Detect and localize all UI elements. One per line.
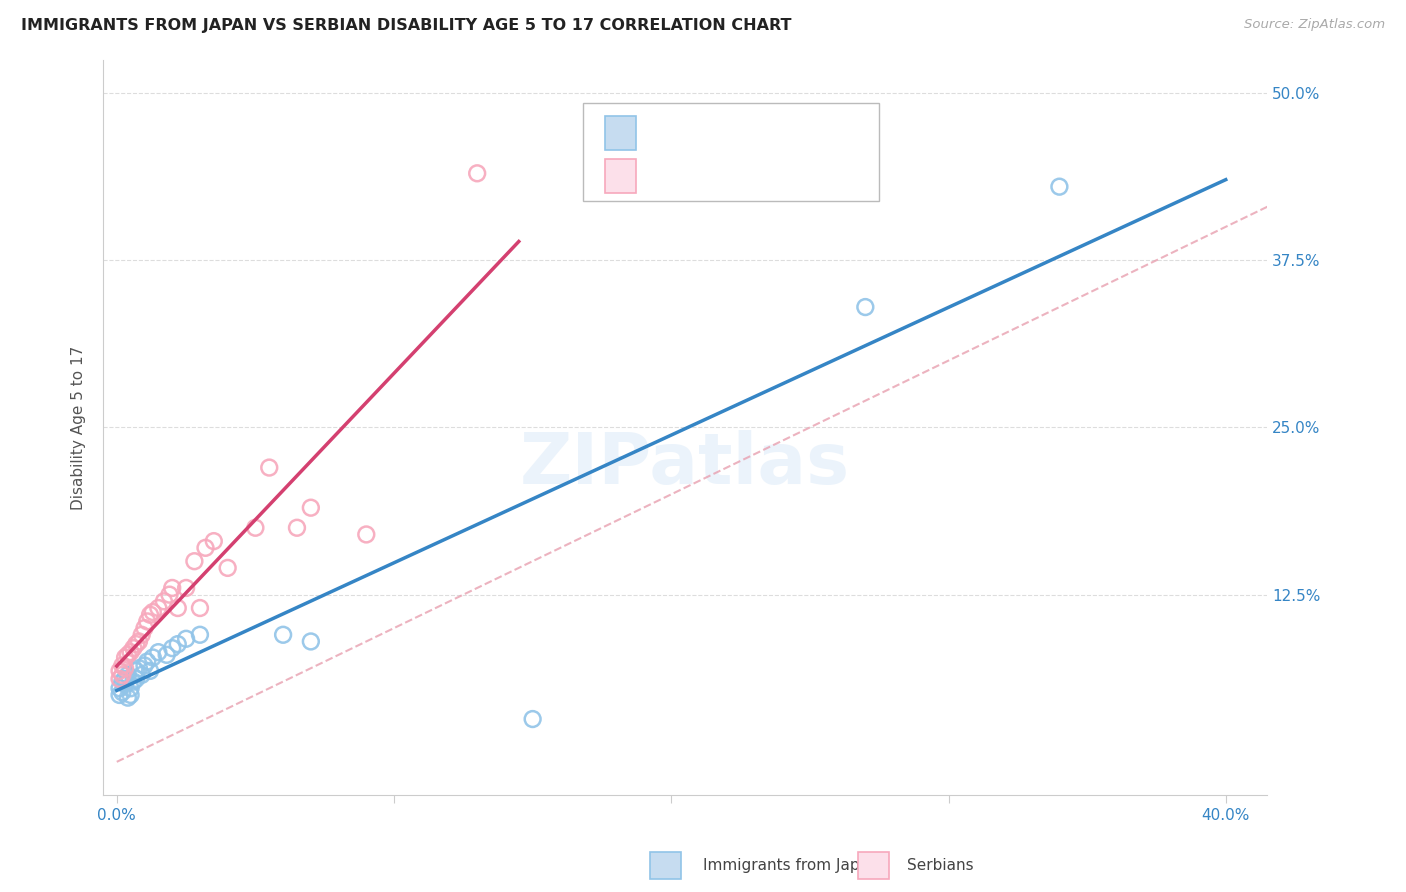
Point — [122, 641, 145, 656]
Point — [114, 677, 136, 691]
Point — [125, 664, 148, 678]
Point — [131, 668, 153, 682]
Point — [108, 688, 131, 702]
Text: N = 33: N = 33 — [759, 165, 817, 179]
Text: IMMIGRANTS FROM JAPAN VS SERBIAN DISABILITY AGE 5 TO 17 CORRELATION CHART: IMMIGRANTS FROM JAPAN VS SERBIAN DISABIL… — [21, 18, 792, 33]
Point — [108, 672, 131, 686]
Point — [117, 668, 139, 682]
Point — [142, 650, 165, 665]
Point — [134, 658, 156, 673]
Text: R = 0.848: R = 0.848 — [647, 122, 723, 136]
Point — [128, 634, 150, 648]
Text: Source: ZipAtlas.com: Source: ZipAtlas.com — [1244, 18, 1385, 31]
Y-axis label: Disability Age 5 to 17: Disability Age 5 to 17 — [72, 345, 86, 509]
Point — [271, 628, 294, 642]
Point — [299, 634, 322, 648]
Point — [183, 554, 205, 568]
Point — [111, 685, 134, 699]
Point — [1047, 179, 1070, 194]
Text: Immigrants from Japan: Immigrants from Japan — [703, 858, 879, 872]
Point — [285, 521, 308, 535]
Point — [465, 166, 488, 180]
Point — [125, 637, 148, 651]
Text: Serbians: Serbians — [907, 858, 973, 872]
Point — [114, 650, 136, 665]
Point — [245, 521, 267, 535]
Text: N = 30: N = 30 — [759, 122, 817, 136]
Point — [120, 645, 142, 659]
Point — [136, 655, 159, 669]
Point — [159, 588, 181, 602]
Point — [522, 712, 544, 726]
Point — [120, 681, 142, 696]
Point — [111, 674, 134, 689]
Point — [114, 672, 136, 686]
Point — [108, 664, 131, 678]
Point — [174, 632, 197, 646]
Point — [142, 605, 165, 619]
Point — [148, 645, 170, 659]
Point — [202, 534, 225, 549]
Point — [122, 674, 145, 689]
Point — [166, 637, 188, 651]
Point — [148, 601, 170, 615]
Point — [166, 601, 188, 615]
Point — [139, 607, 162, 622]
Point — [259, 460, 281, 475]
Point — [217, 561, 239, 575]
Point — [188, 628, 211, 642]
Point — [160, 641, 183, 656]
Point — [111, 668, 134, 682]
Text: R = 0.430: R = 0.430 — [647, 165, 723, 179]
Point — [194, 541, 217, 555]
Point — [139, 664, 162, 678]
Point — [160, 581, 183, 595]
Point — [156, 648, 179, 662]
Point — [128, 661, 150, 675]
Point — [356, 527, 378, 541]
Point — [117, 648, 139, 662]
Point — [188, 601, 211, 615]
Point — [114, 661, 136, 675]
Point — [120, 688, 142, 702]
Point — [134, 621, 156, 635]
Point — [117, 690, 139, 705]
Point — [131, 628, 153, 642]
Point — [125, 672, 148, 686]
Point — [108, 681, 131, 696]
Point — [853, 300, 876, 314]
Point — [136, 615, 159, 629]
Point — [174, 581, 197, 595]
Text: ZIPatlas: ZIPatlas — [520, 430, 851, 499]
Point — [111, 658, 134, 673]
Point — [153, 594, 176, 608]
Point — [299, 500, 322, 515]
